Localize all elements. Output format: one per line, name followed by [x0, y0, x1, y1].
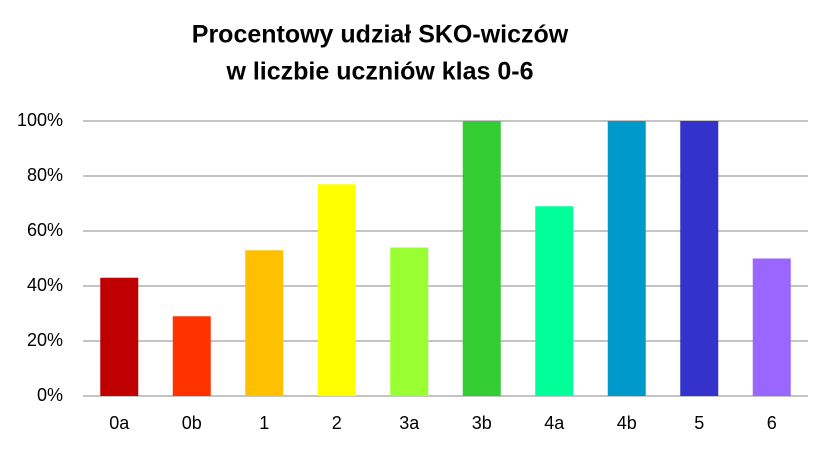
x-tick-label: 4a	[544, 413, 565, 433]
y-tick-label: 80%	[27, 165, 63, 185]
x-tick-label: 0b	[182, 413, 202, 433]
x-tick-label: 3b	[472, 413, 492, 433]
bar	[172, 316, 211, 396]
bar	[317, 184, 356, 396]
bar	[607, 121, 646, 396]
chart-title: w liczbie uczniów klas 0-6	[225, 58, 533, 86]
x-tick-label: 3a	[399, 413, 420, 433]
x-tick-label: 0a	[109, 413, 130, 433]
bar	[462, 121, 501, 396]
y-tick-label: 100%	[17, 110, 63, 130]
x-tick-label: 1	[259, 413, 269, 433]
bar	[680, 121, 719, 396]
x-tick-label: 4b	[617, 413, 637, 433]
x-tick-label: 6	[767, 413, 777, 433]
y-tick-label: 0%	[37, 385, 63, 405]
bar	[100, 277, 139, 396]
bar	[535, 206, 574, 396]
x-tick-label: 5	[694, 413, 704, 433]
y-tick-label: 20%	[27, 330, 63, 350]
chart-title: Procentowy udział SKO-wiczów	[192, 21, 569, 49]
bar	[752, 258, 791, 396]
bar	[245, 250, 284, 396]
bar	[390, 247, 429, 396]
y-tick-label: 60%	[27, 220, 63, 240]
x-tick-label: 2	[332, 413, 342, 433]
y-tick-label: 40%	[27, 275, 63, 295]
